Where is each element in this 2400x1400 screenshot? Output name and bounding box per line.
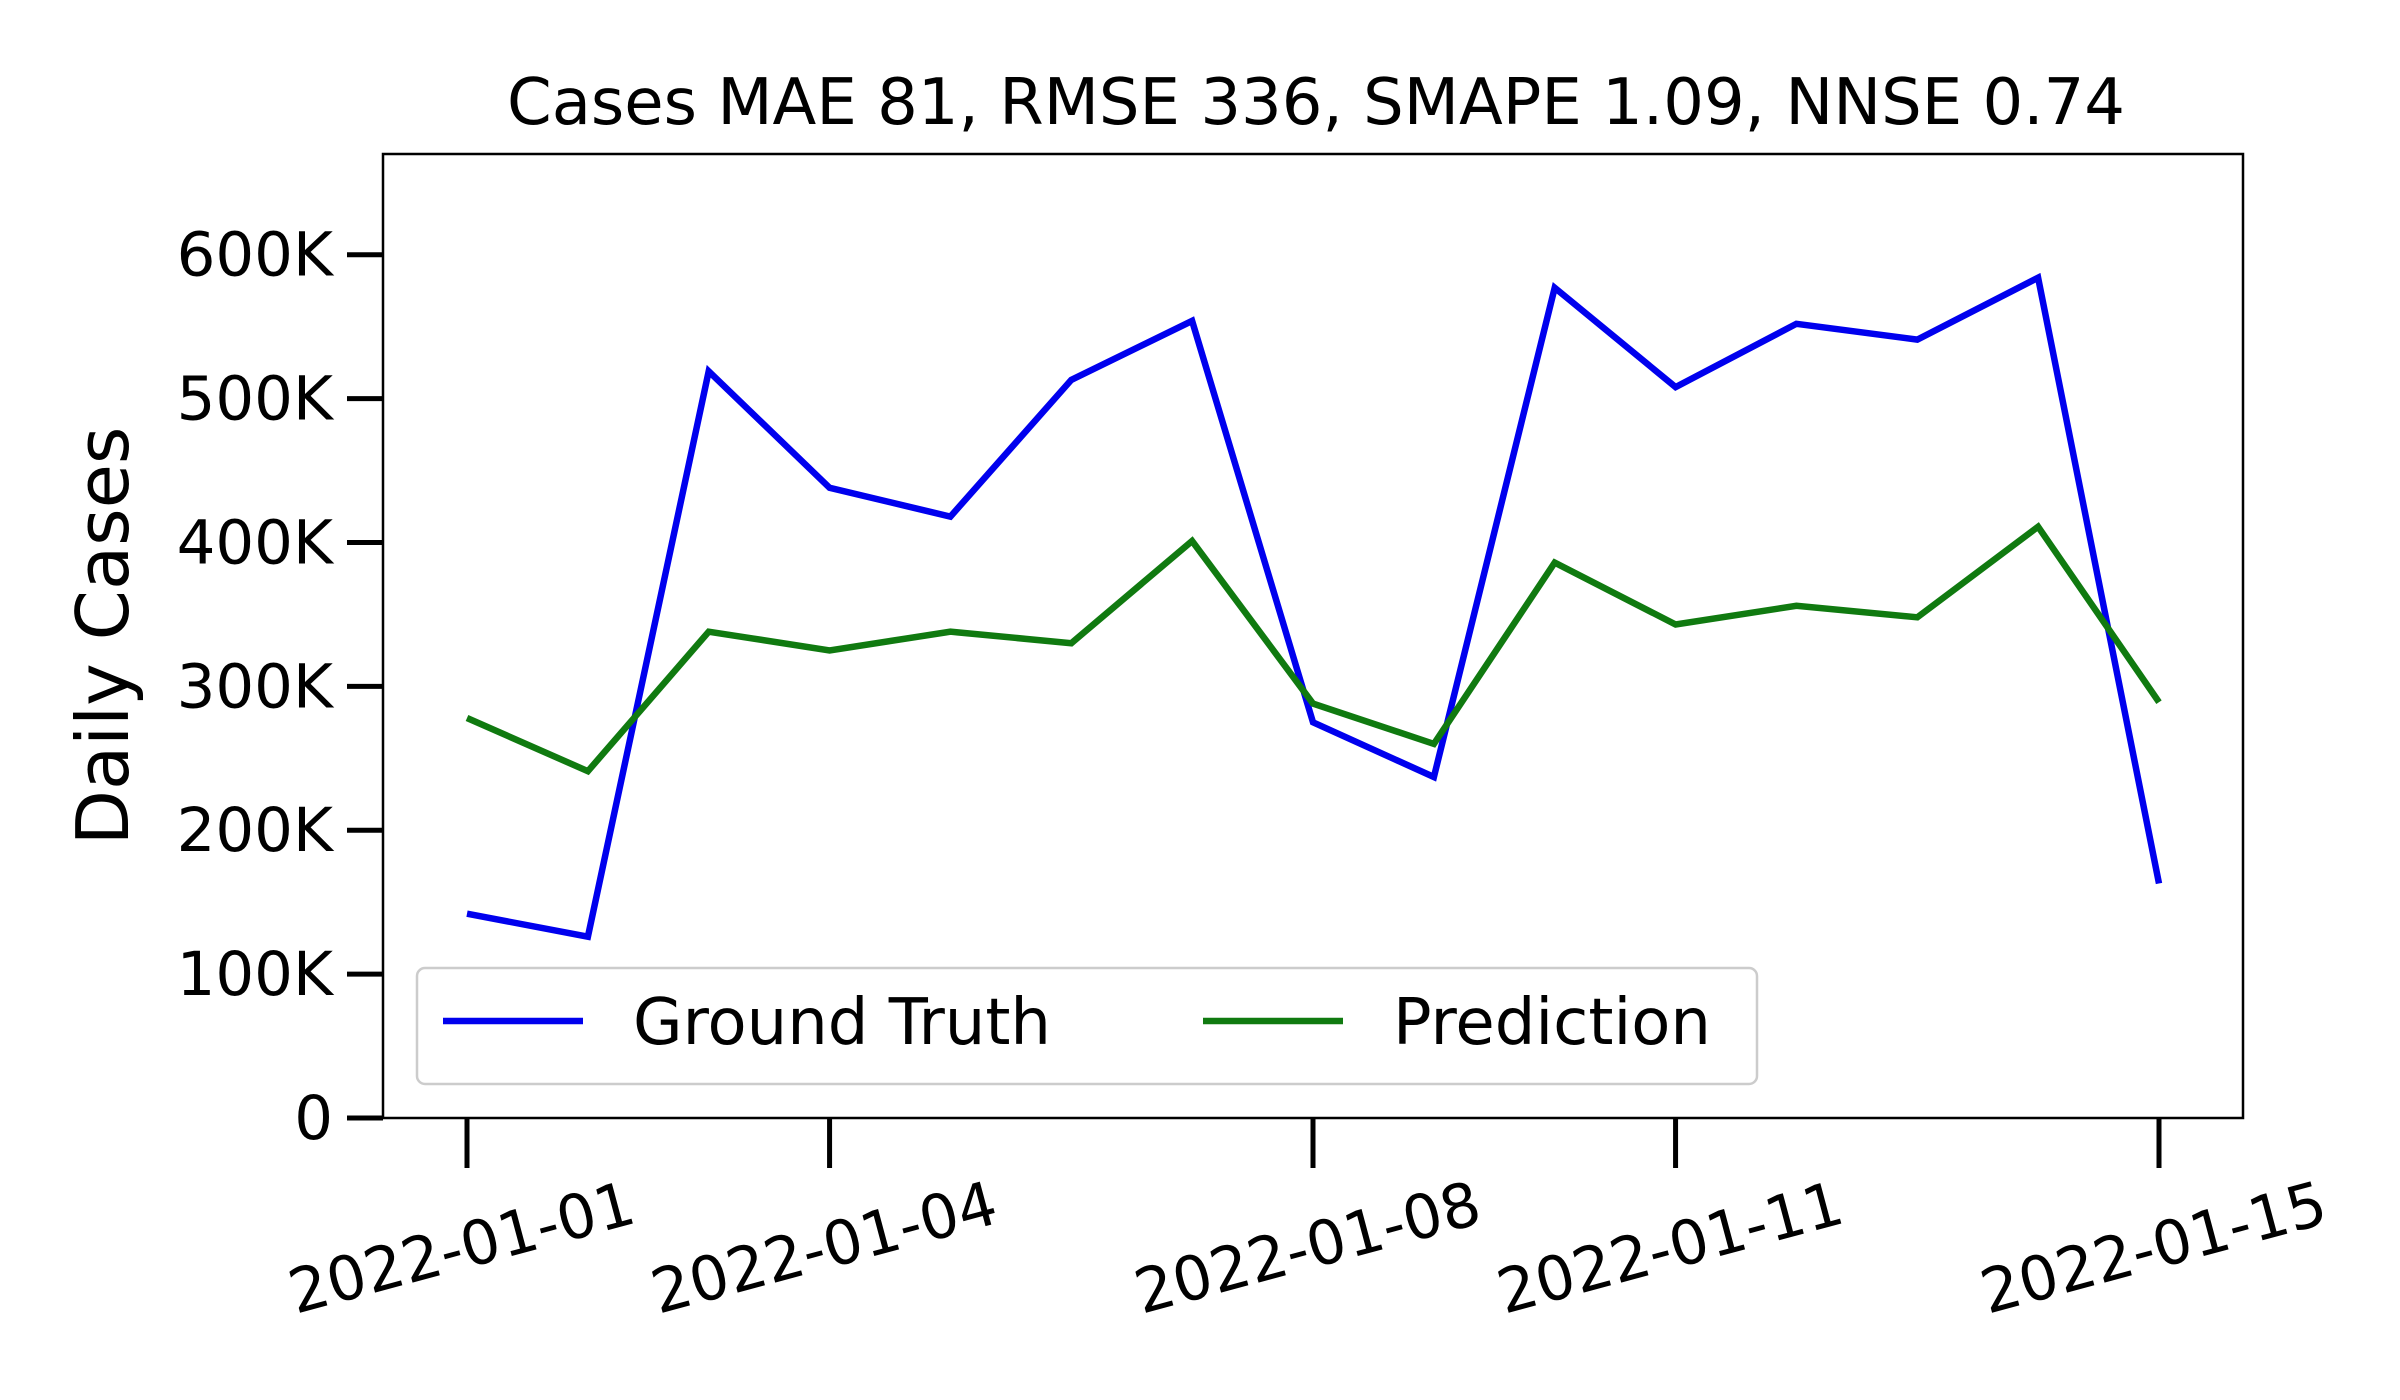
chart-title: Cases MAE 81, RMSE 336, SMAPE 1.09, NNSE… [507, 66, 2125, 140]
y-tick-label: 200K [177, 795, 335, 866]
legend: Ground Truth Prediction [415, 966, 1759, 1086]
series-line-ground-truth [466, 272, 2163, 941]
legend-label: Ground Truth [633, 986, 1051, 1060]
y-tick-label: 0 [294, 1083, 333, 1154]
x-tick-label: 2022-01-15 [1973, 1168, 2334, 1328]
y-axis: 0 100K 200K 300K 400K 500K 600K [177, 220, 383, 1154]
y-tick-label: 300K [177, 651, 335, 722]
legend-box [415, 966, 1759, 1086]
y-tick-label: 500K [177, 364, 335, 435]
x-tick-label: 2022-01-08 [1127, 1168, 1488, 1328]
legend-label: Prediction [1393, 986, 1711, 1060]
x-axis: 2022-01-01 2022-01-04 2022-01-08 2022-01-11… [281, 1118, 2334, 1328]
y-tick-label: 100K [177, 939, 335, 1010]
series-line-prediction [465, 522, 2162, 776]
y-axis-label: Daily Cases [61, 427, 145, 846]
x-tick-label: 2022-01-11 [1490, 1168, 1851, 1328]
y-tick-label: 400K [177, 507, 335, 578]
x-tick-label: 2022-01-01 [281, 1168, 642, 1328]
y-tick-label: 600K [177, 220, 335, 291]
x-tick-label: 2022-01-04 [644, 1168, 1005, 1328]
plot-area [465, 272, 2163, 941]
